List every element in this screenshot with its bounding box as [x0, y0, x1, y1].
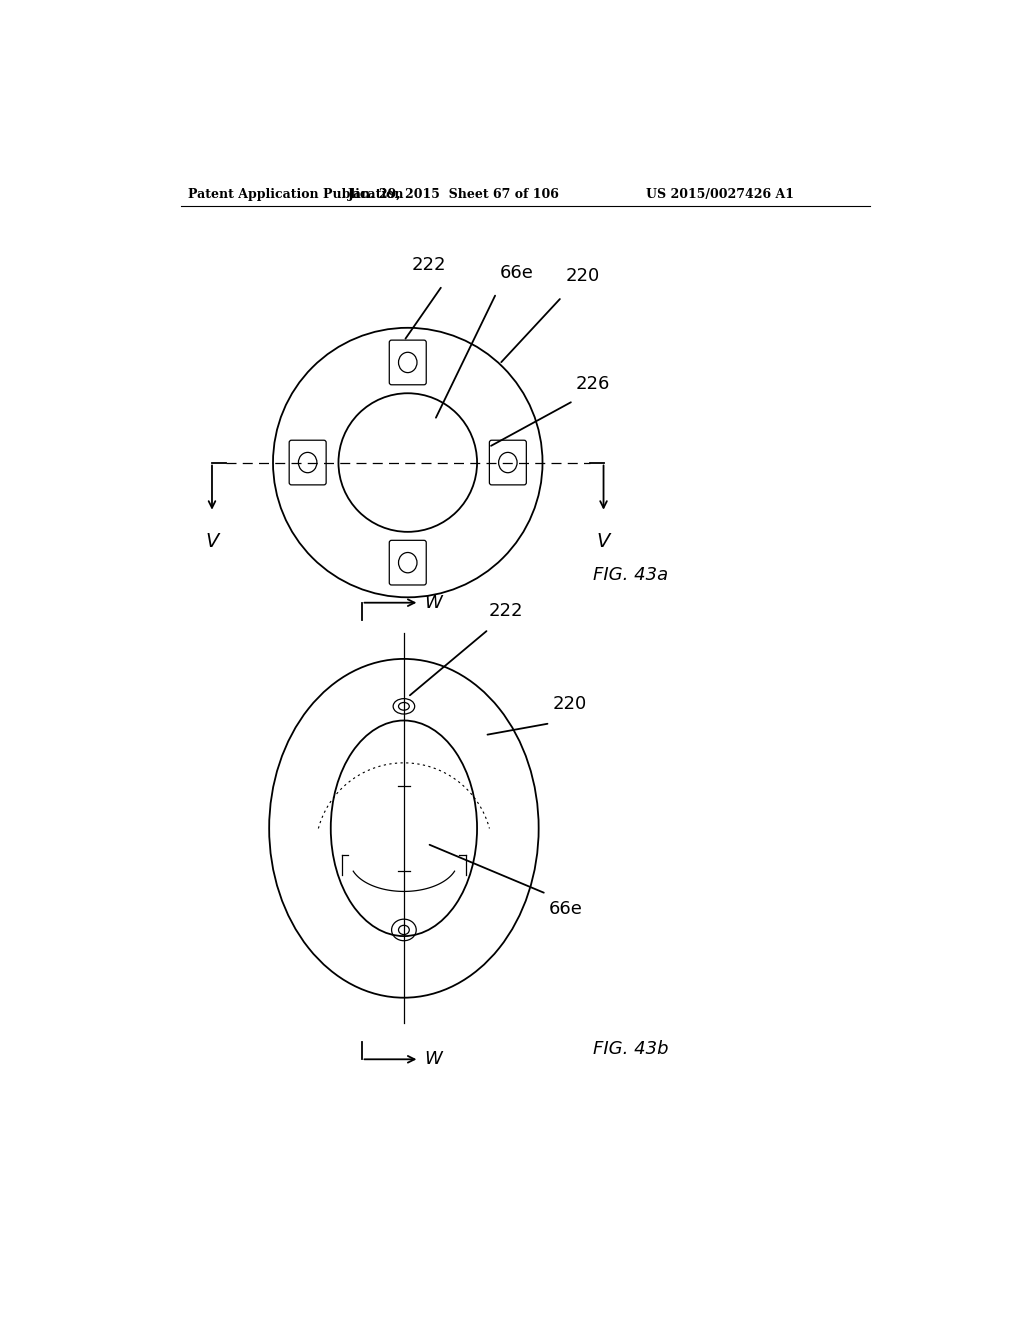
Text: W: W [425, 594, 442, 611]
Text: 226: 226 [575, 375, 610, 393]
Text: US 2015/0027426 A1: US 2015/0027426 A1 [646, 187, 795, 201]
Text: 220: 220 [565, 268, 600, 285]
Text: 222: 222 [488, 602, 523, 620]
Text: 66e: 66e [500, 264, 535, 281]
Text: 66e: 66e [549, 900, 583, 917]
Text: V: V [205, 532, 219, 550]
Text: 220: 220 [553, 696, 587, 713]
Text: V: V [597, 532, 610, 550]
Text: 222: 222 [412, 256, 446, 275]
Text: FIG. 43b: FIG. 43b [593, 1040, 668, 1059]
Text: Jan. 29, 2015  Sheet 67 of 106: Jan. 29, 2015 Sheet 67 of 106 [348, 187, 560, 201]
Text: Patent Application Publication: Patent Application Publication [188, 187, 403, 201]
Text: W: W [425, 1051, 442, 1068]
Text: FIG. 43a: FIG. 43a [593, 566, 668, 585]
